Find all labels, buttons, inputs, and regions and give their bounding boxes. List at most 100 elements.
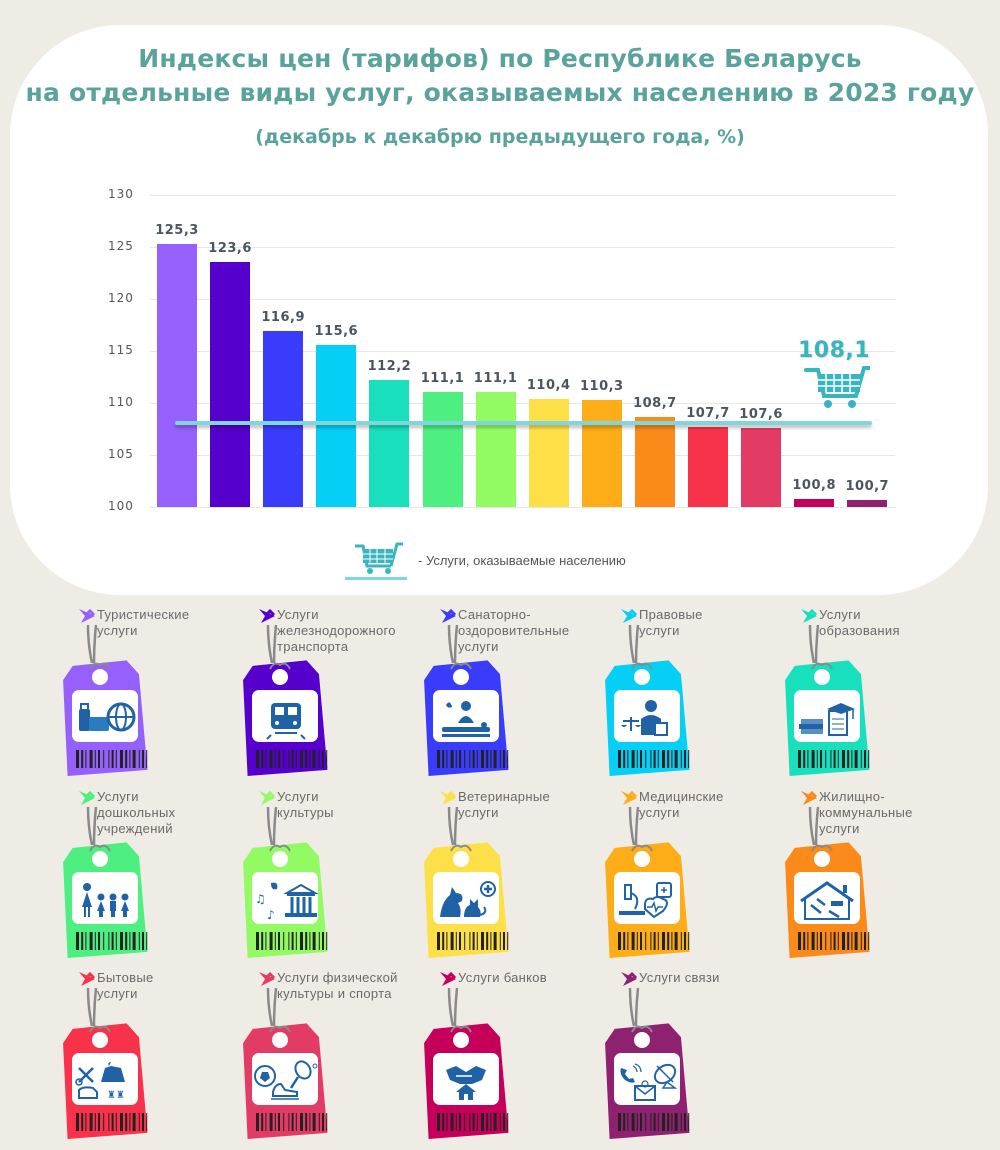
gridline [150,299,895,300]
svg-text:♜♜: ♜♜ [107,1090,125,1101]
price-tag-shape [605,790,690,959]
bar-value-label: 100,7 [845,478,890,494]
bar [316,344,357,507]
arrow-bullet-icon [801,609,817,623]
chart-title-line1: Индексы цен (тарифов) по Республике Бела… [138,44,862,73]
bar [794,498,835,507]
bar-value-label: 108,7 [633,395,677,411]
bar-value-label: 110,3 [579,378,624,394]
arrow-bullet-icon [440,791,456,805]
gridline [150,195,895,196]
bar-value-label: 107,6 [739,406,783,422]
arrow-bullet-icon [621,609,637,623]
gridline [150,351,895,352]
arrow-bullet-icon [79,972,95,986]
service-tag: Услуги образования [762,605,942,785]
bar [263,331,304,507]
bar-value-label: 112,2 [367,359,412,375]
gridline [150,247,895,248]
price-tag-shape [605,608,690,777]
arrow-bullet-icon [621,972,637,986]
tag-label: Туристические услуги [97,607,190,638]
bar [528,398,569,507]
tag-label: Медицинские услуги [639,789,724,820]
arrow-bullet-icon [259,609,275,623]
price-tag-shape: ♫♪ [243,790,328,959]
massage-spa-icon [442,701,490,737]
gridline [150,455,895,456]
y-axis-tick: 125 [108,239,134,253]
service-tag: ♫ ♪ Услуги культуры [220,787,400,967]
bar-value-label: 123,6 [208,240,252,256]
chart-title-line2: на отдельные виды услуг, оказываемых нас… [25,78,975,107]
bar [157,243,197,507]
tag-label: Правовые услуги [639,607,703,638]
price-tag-shape [243,608,328,777]
tag-label: Ветеринарные услуги [458,789,550,820]
price-tag-shape: ♜♜ [63,971,148,1140]
bar-value-label: 115,6 [314,323,359,339]
service-tag: Правовые услуги [582,605,762,785]
bar-chart: 130 125 120 115 110 105 100 125,3 123,6 116,9 115,… [108,187,895,513]
bar-value-label: 125,3 [155,222,199,238]
tag-label: Услуги физической культуры и спорта [277,970,398,1001]
price-tag-shape [605,971,690,1140]
gridline [150,507,895,508]
house-tools-icon [800,881,854,920]
y-axis-tick: 100 [108,499,134,513]
bar [422,391,463,507]
legend-cart-icon [345,542,407,580]
tag-label: Санаторно- оздоровительные услуги [458,607,570,654]
arrow-bullet-icon [79,609,95,623]
arrow-bullet-icon [440,609,456,623]
arrow-bullet-icon [79,791,95,805]
arrow-bullet-icon [259,791,275,805]
bar-value-label: 107,7 [686,405,730,421]
microscope-heart-icon [619,882,672,919]
books-graduation-icon [799,703,855,736]
y-axis-tick: 120 [108,291,134,305]
service-tag: Услуги связи [582,968,762,1148]
legend-text: - Услуги, оказываемые населению [418,553,626,568]
chart-subtitle: (декабрь к декабрю предыдущего года, %) [255,126,745,148]
handshake-house-icon [446,1066,486,1100]
arrow-bullet-icon [440,972,456,986]
bar [475,391,516,507]
svg-text:♪: ♪ [267,908,275,922]
bar [369,380,410,507]
reference-value: 108,1 [798,338,871,363]
bar [210,261,251,507]
luggage-globe-icon [79,702,136,732]
bar [688,426,728,507]
price-tag-shape [63,608,148,777]
tag-label: Бытовые услуги [97,970,154,1001]
service-tag: Туристические услуги [40,605,220,785]
tag-label: Услуги дошкольных учреждений [97,789,176,836]
service-tag: Медицинские услуги [582,787,762,967]
price-tag-shape [63,790,148,959]
price-tag-shape [424,608,509,777]
tag-label: Услуги культуры [277,789,334,820]
bar [634,416,675,507]
service-tag: Услуги физической культуры и спорта [220,968,400,1148]
theatre-music-icon: ♫♪ [255,882,319,922]
y-axis-tick: 105 [108,447,134,461]
price-tag-shape [785,608,870,777]
tag-label: Услуги образования [819,607,900,638]
chart-legend [345,540,407,580]
y-axis-tick: 115 [108,343,134,357]
tag-label: Услуги банков [458,970,548,985]
gridline [150,403,895,404]
y-axis-tick: 110 [108,395,134,409]
arrow-bullet-icon [801,791,817,805]
dog-cat-medical-icon [440,881,496,917]
price-tag-shape [424,971,509,1140]
svg-text:♫: ♫ [255,892,266,906]
arrow-bullet-icon [259,972,275,986]
service-tag: Услуги железнодорожного транспорта [220,605,400,785]
bar-value-label: 110,4 [526,377,571,393]
sports-ball-racket-icon [254,1060,318,1100]
arrow-bullet-icon [621,791,637,805]
bar [847,499,888,507]
bar [581,399,622,507]
